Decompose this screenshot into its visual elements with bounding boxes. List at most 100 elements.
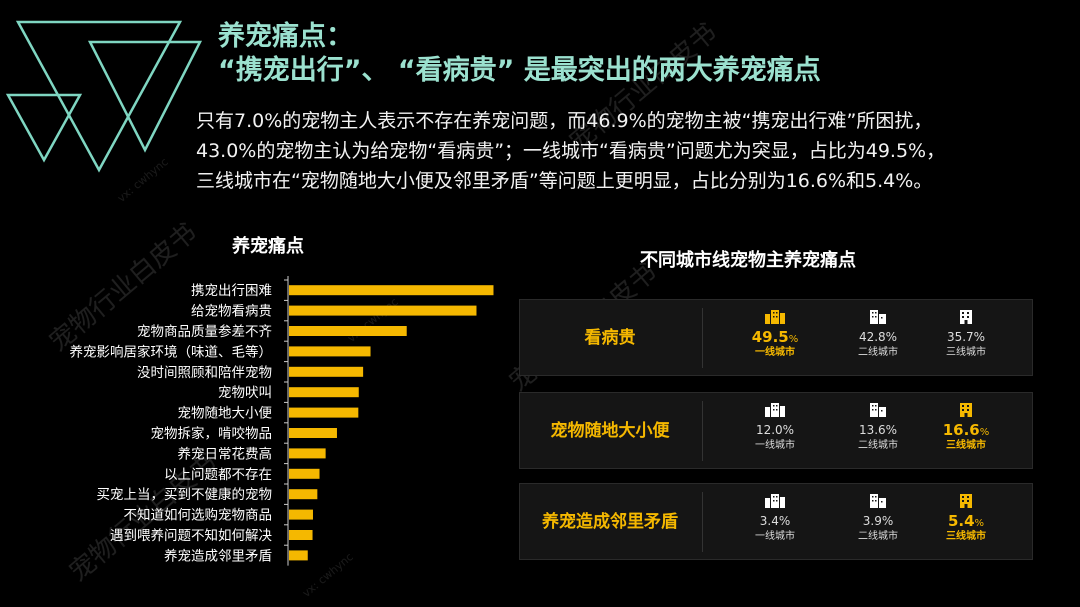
percent-unit: % <box>974 518 985 529</box>
city-tier-label: 三线城市 <box>946 347 986 358</box>
category-label: 以上问题都不存在 <box>164 467 272 483</box>
intro-line: 三线城市在“宠物随地大小便及邻里矛盾”等问题上更明显，占比分别为16.6%和5.… <box>196 170 933 192</box>
category-label: 养宠日常花费高 <box>178 445 273 462</box>
intro-text: 只有7.0%的宠物主人表示不存在养宠问题，而46.9%的宠物主被“携宠出行难”所… <box>196 106 1066 196</box>
triangle-logo-icon <box>5 20 203 173</box>
bar <box>289 428 337 438</box>
page-title-line2: “携宠出行”、 “看病贵” 是最突出的两大养宠痛点 <box>218 55 821 86</box>
percent-number: 5.4 <box>947 512 975 530</box>
city-buildings-icon <box>735 492 815 508</box>
bar <box>289 346 371 357</box>
city-cell: 42.8% 二线城市 <box>838 308 918 360</box>
percent-value: 16.6% <box>926 421 1006 439</box>
city-tier-label: 一线城市 <box>755 531 795 542</box>
page-title-line1: 养宠痛点： <box>218 21 353 52</box>
single-building-icon <box>926 401 1006 417</box>
row-label-line: 随地大小便 <box>584 420 670 441</box>
bar <box>289 509 313 520</box>
category-label: 养宠造成邻里矛盾 <box>164 548 272 564</box>
percent-number: 42.8% <box>858 330 898 344</box>
city-tier-label: 二线城市 <box>858 440 898 451</box>
percent-number: 3.9% <box>862 514 894 528</box>
city-cell: 12.0% 一线城市 <box>735 401 815 453</box>
bar <box>289 285 494 296</box>
bar <box>289 448 326 459</box>
category-label: 没时间照顾和陪伴宠物 <box>137 365 272 381</box>
row-label: 养宠造成 邻里矛盾 <box>520 484 700 559</box>
percent-unit: % <box>979 427 990 438</box>
percent-value: 3.9% <box>838 512 918 530</box>
bar <box>289 387 359 398</box>
bar-chart-title: 养宠痛点 <box>232 236 304 257</box>
category-label: 宠物吠叫 <box>218 385 272 401</box>
row-label-line: 宠物 <box>550 420 585 441</box>
bar <box>289 550 308 561</box>
bar <box>289 489 318 500</box>
intro-line: 只有7.0%的宠物主人表示不存在养宠问题，而46.9%的宠物主被“携宠出行难”所… <box>196 110 933 132</box>
row-label-line: 看病贵 <box>584 327 636 348</box>
single-building-icon <box>926 492 1006 508</box>
intro-line: 43.0%的宠物主认为给宠物“看病贵”；一线城市“看病贵”问题尤为突显，占比为4… <box>196 140 946 162</box>
city-tier-label: 一线城市 <box>755 347 795 358</box>
city-row-card: 宠物 随地大小便 12.0% 一线城市 13.6% 二线城市 16.6% 三线城市 <box>519 392 1033 469</box>
bar <box>289 530 313 540</box>
bar <box>289 468 320 479</box>
row-label: 看病贵 <box>520 300 700 375</box>
city-tier-label: 三线城市 <box>946 531 986 542</box>
percent-number: 12.0% <box>755 423 795 437</box>
percent-number: 3.4% <box>759 514 791 528</box>
building-icon <box>838 308 918 324</box>
category-label: 买宠上当，买到不健康的宠物 <box>97 486 273 503</box>
building-icon <box>838 401 918 417</box>
city-buildings-icon <box>735 401 815 417</box>
category-label: 宠物拆家，啃咬物品 <box>151 425 273 442</box>
city-cell: 35.7% 三线城市 <box>926 308 1006 360</box>
city-tier-label: 二线城市 <box>858 347 898 358</box>
city-table-title: 不同城市线宠物主养宠痛点 <box>640 250 856 271</box>
row-label-line: 养宠造成 <box>542 511 610 532</box>
city-buildings-icon <box>735 308 815 324</box>
divider <box>702 401 703 461</box>
city-tier-label: 三线城市 <box>946 440 986 451</box>
percent-number: 16.6 <box>942 421 980 439</box>
bar <box>289 305 477 316</box>
category-label: 宠物商品质量参差不齐 <box>137 323 272 340</box>
percent-value: 35.7% <box>926 328 1006 346</box>
category-label: 携宠出行困难 <box>191 283 272 299</box>
category-label: 养宠影响居家环境（味道、毛等） <box>70 343 273 360</box>
percent-value: 49.5% <box>735 328 815 346</box>
bar <box>289 326 407 336</box>
divider <box>702 492 703 552</box>
building-icon <box>838 492 918 508</box>
city-cell: 16.6% 三线城市 <box>926 401 1006 453</box>
percent-value: 5.4% <box>926 512 1006 530</box>
city-tier-label: 一线城市 <box>755 440 795 451</box>
percent-number: 13.6% <box>858 423 898 437</box>
category-label: 宠物随地大小便 <box>178 406 273 422</box>
row-label-line: 邻里矛盾 <box>610 511 678 532</box>
percent-value: 42.8% <box>838 328 918 346</box>
percent-number: 49.5 <box>751 328 789 346</box>
category-label: 给宠物看病贵 <box>191 304 272 320</box>
bar <box>289 407 359 418</box>
category-label: 不知道如何选购宠物商品 <box>124 507 273 524</box>
page-title: 养宠痛点： “携宠出行”、 “看病贵” 是最突出的两大养宠痛点 <box>218 20 821 88</box>
single-building-icon <box>926 308 1006 324</box>
category-label: 遇到喂养问题不知如何解决 <box>110 527 272 544</box>
city-cell: 5.4% 三线城市 <box>926 492 1006 544</box>
city-cell: 49.5% 一线城市 <box>735 308 815 360</box>
percent-unit: % <box>788 334 799 345</box>
bar <box>289 366 364 377</box>
row-label: 宠物 随地大小便 <box>520 393 700 468</box>
city-cell: 3.4% 一线城市 <box>735 492 815 544</box>
city-tier-label: 二线城市 <box>858 531 898 542</box>
percent-value: 13.6% <box>838 421 918 439</box>
city-row-card: 养宠造成 邻里矛盾 3.4% 一线城市 3.9% 二线城市 5.4% 三线城市 <box>519 483 1033 560</box>
city-row-card: 看病贵 49.5% 一线城市 42.8% 二线城市 35.7% 三线城市 <box>519 299 1033 376</box>
percent-value: 3.4% <box>735 512 815 530</box>
divider <box>702 308 703 368</box>
percent-number: 35.7% <box>946 330 986 344</box>
city-cell: 3.9% 二线城市 <box>838 492 918 544</box>
percent-value: 12.0% <box>735 421 815 439</box>
